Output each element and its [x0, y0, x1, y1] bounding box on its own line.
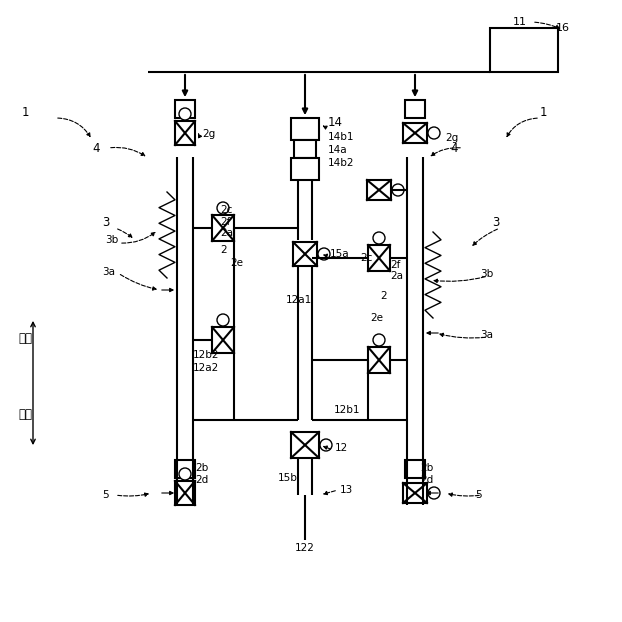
Text: 2c: 2c: [360, 253, 373, 263]
Text: 16: 16: [556, 23, 570, 33]
Text: 2a: 2a: [390, 271, 403, 281]
Bar: [291, 118, 319, 140]
Text: 5: 5: [102, 490, 109, 500]
Text: 5: 5: [475, 490, 481, 500]
Text: 2f: 2f: [390, 260, 401, 270]
Text: 12a2: 12a2: [193, 363, 219, 373]
Text: 2e: 2e: [230, 258, 243, 268]
Bar: [291, 432, 319, 458]
Bar: [293, 242, 317, 266]
Text: 4: 4: [450, 141, 458, 154]
Bar: [175, 121, 195, 145]
Text: 上側: 上側: [18, 332, 32, 345]
Text: 2g: 2g: [445, 133, 458, 143]
Bar: [294, 140, 316, 158]
Text: 15b: 15b: [278, 473, 298, 483]
Circle shape: [392, 184, 404, 196]
Text: 3a: 3a: [102, 267, 115, 277]
Text: 12b2: 12b2: [193, 350, 220, 360]
Circle shape: [320, 439, 332, 451]
Bar: [405, 100, 425, 118]
Text: 11: 11: [513, 17, 527, 27]
Text: 下側: 下側: [18, 409, 32, 422]
Bar: [403, 123, 427, 143]
Bar: [490, 28, 558, 72]
Text: 2e: 2e: [370, 313, 383, 323]
Text: 3a: 3a: [480, 330, 493, 340]
Text: 2c: 2c: [220, 205, 233, 215]
Text: 14b2: 14b2: [328, 158, 355, 168]
Bar: [403, 483, 427, 503]
Text: 1: 1: [540, 106, 547, 119]
Text: 2b: 2b: [420, 463, 434, 473]
Bar: [368, 347, 390, 373]
Text: 15a: 15a: [330, 249, 350, 259]
Text: 2a: 2a: [220, 228, 233, 238]
Circle shape: [428, 127, 440, 139]
Bar: [212, 215, 234, 241]
Text: 14a: 14a: [328, 145, 348, 155]
Bar: [212, 327, 234, 353]
Text: 2: 2: [380, 291, 387, 301]
Text: 12a1: 12a1: [286, 295, 312, 305]
Bar: [405, 460, 425, 478]
Circle shape: [428, 487, 440, 499]
Circle shape: [318, 248, 330, 260]
Text: 3: 3: [492, 215, 499, 228]
Text: 2d: 2d: [195, 475, 208, 485]
Circle shape: [217, 314, 229, 326]
Bar: [175, 460, 195, 478]
Text: 2f: 2f: [220, 217, 230, 227]
Circle shape: [217, 202, 229, 214]
Text: 2: 2: [220, 245, 226, 255]
Text: 2d: 2d: [420, 475, 434, 485]
Text: 3b: 3b: [480, 269, 493, 279]
Bar: [175, 481, 195, 505]
Text: 2g: 2g: [202, 129, 215, 139]
Text: 1: 1: [22, 106, 29, 119]
Circle shape: [373, 334, 385, 346]
Circle shape: [179, 468, 191, 480]
Text: 14b1: 14b1: [328, 132, 355, 142]
Text: 14: 14: [328, 116, 343, 129]
Text: 12b1: 12b1: [334, 405, 361, 415]
Text: 3: 3: [102, 215, 109, 228]
Bar: [175, 100, 195, 118]
Text: 12: 12: [335, 443, 348, 453]
Text: 13: 13: [340, 485, 353, 495]
Text: 122: 122: [295, 543, 315, 553]
Bar: [368, 245, 390, 271]
Text: 2b: 2b: [195, 463, 208, 473]
Circle shape: [179, 108, 191, 120]
Bar: [291, 158, 319, 180]
Circle shape: [373, 232, 385, 244]
Text: 3b: 3b: [105, 235, 118, 245]
Bar: [367, 180, 391, 200]
Text: 4: 4: [92, 141, 100, 154]
